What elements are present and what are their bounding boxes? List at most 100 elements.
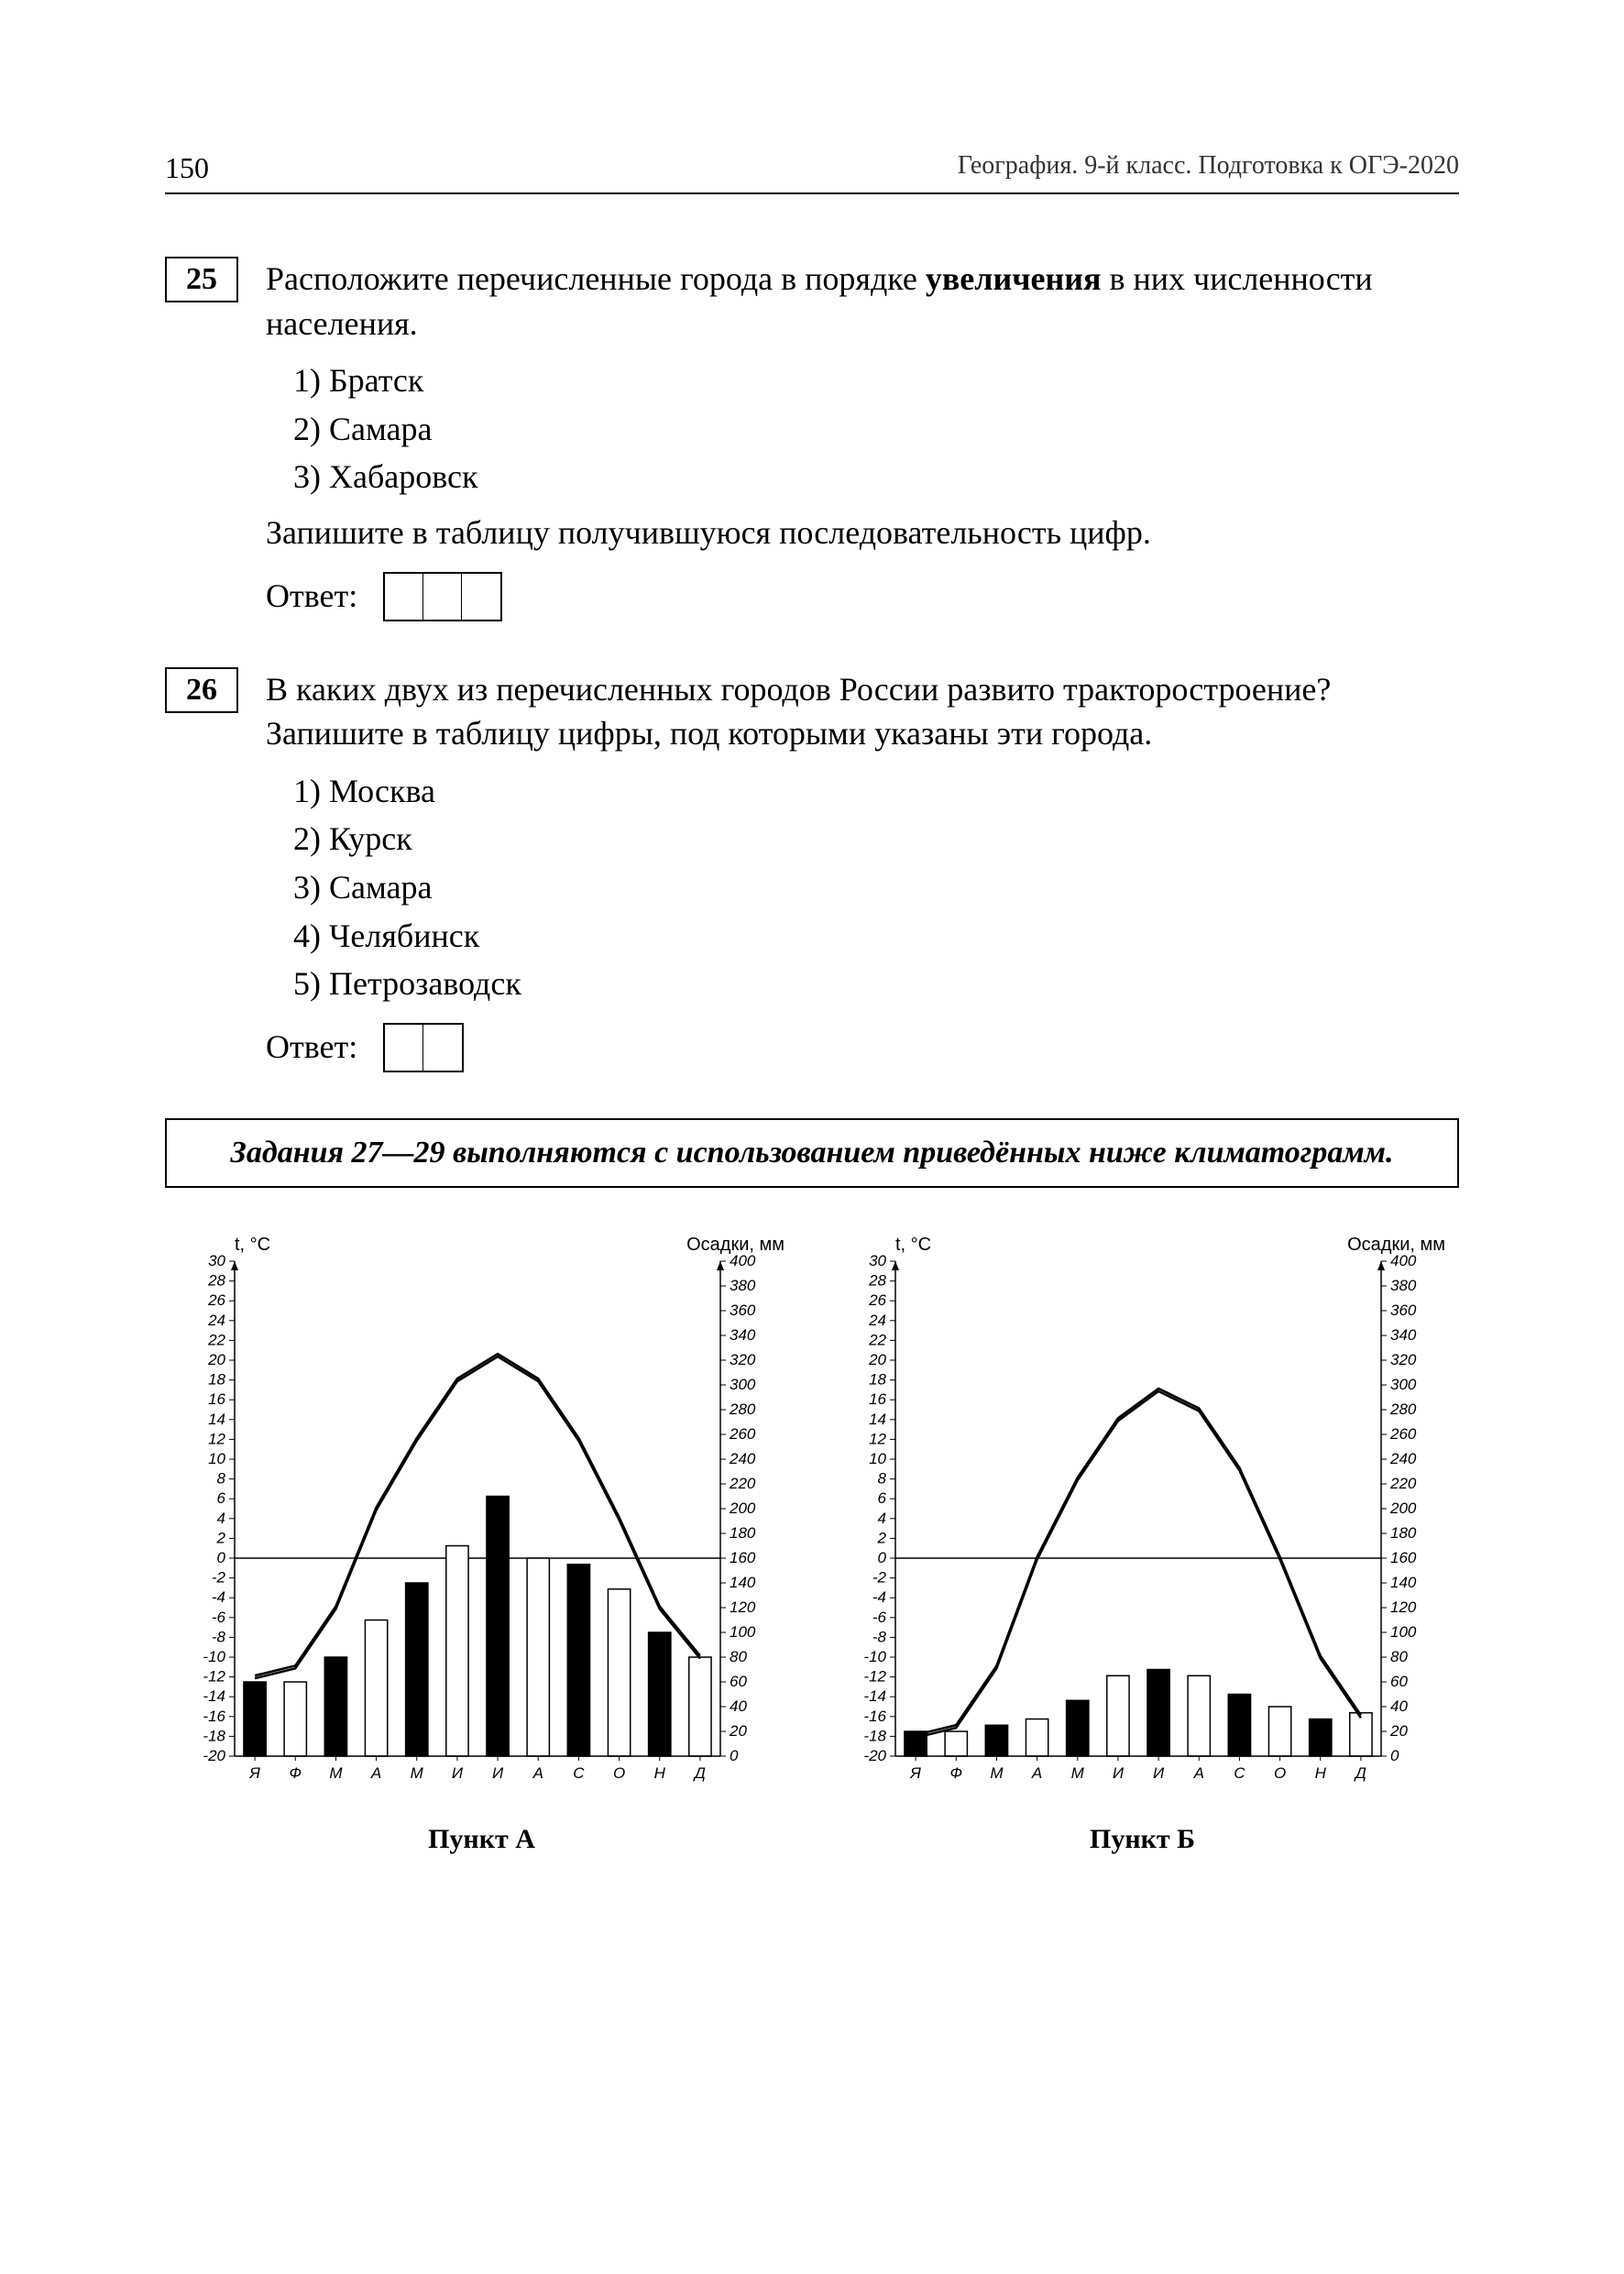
svg-text:-20: -20 xyxy=(203,1747,225,1764)
answer-label: Ответ: xyxy=(266,574,357,619)
svg-text:20: 20 xyxy=(729,1722,747,1740)
svg-text:20: 20 xyxy=(1389,1722,1408,1740)
svg-text:22: 22 xyxy=(207,1331,225,1348)
svg-text:30: 30 xyxy=(869,1252,886,1269)
svg-text:8: 8 xyxy=(216,1470,225,1488)
svg-text:200: 200 xyxy=(729,1500,756,1517)
task-26: 26 В каких двух из перечисленных городов… xyxy=(165,667,1459,1072)
svg-text:260: 260 xyxy=(729,1425,756,1443)
svg-text:Я: Я xyxy=(248,1764,260,1782)
svg-text:Я: Я xyxy=(909,1764,921,1782)
svg-text:18: 18 xyxy=(869,1371,886,1389)
svg-text:14: 14 xyxy=(869,1411,886,1428)
svg-text:20: 20 xyxy=(207,1351,225,1368)
chart-b-wrap: t, °CОсадки, мм3028262422201816141210864… xyxy=(826,1225,1459,1855)
svg-text:24: 24 xyxy=(868,1312,886,1329)
svg-text:300: 300 xyxy=(730,1376,756,1393)
svg-text:80: 80 xyxy=(730,1648,747,1665)
svg-text:10: 10 xyxy=(208,1450,225,1467)
svg-text:t, °C: t, °C xyxy=(895,1235,931,1255)
svg-text:100: 100 xyxy=(730,1623,756,1641)
task25-text-before: Расположите перечисленные города в поряд… xyxy=(266,260,926,297)
climatogram-b: t, °CОсадки, мм3028262422201816141210864… xyxy=(831,1225,1454,1811)
svg-text:-14: -14 xyxy=(203,1687,225,1705)
answer-cell[interactable] xyxy=(385,1025,423,1071)
svg-text:О: О xyxy=(612,1764,624,1782)
answer-cell[interactable] xyxy=(423,574,462,620)
task26-text: В каких двух из перечисленных городов Ро… xyxy=(266,667,1439,756)
svg-text:2: 2 xyxy=(876,1529,886,1546)
task-25: 25 Расположите перечисленные города в по… xyxy=(165,257,1459,621)
svg-text:6: 6 xyxy=(216,1489,225,1507)
svg-text:0: 0 xyxy=(877,1549,886,1566)
svg-text:280: 280 xyxy=(729,1401,756,1418)
svg-text:-4: -4 xyxy=(211,1588,225,1606)
svg-text:240: 240 xyxy=(729,1450,756,1467)
svg-text:-18: -18 xyxy=(863,1727,886,1744)
svg-text:80: 80 xyxy=(1390,1648,1408,1665)
task-body: Расположите перечисленные города в поряд… xyxy=(266,257,1439,621)
svg-text:28: 28 xyxy=(868,1272,886,1290)
svg-text:18: 18 xyxy=(208,1371,225,1389)
answer-cells-25[interactable] xyxy=(383,572,502,621)
svg-text:А: А xyxy=(1030,1764,1041,1782)
svg-text:160: 160 xyxy=(730,1549,756,1566)
svg-text:Ф: Ф xyxy=(289,1764,302,1782)
svg-text:200: 200 xyxy=(1389,1500,1417,1517)
svg-text:220: 220 xyxy=(729,1475,756,1492)
task25-options: 1) Братск 2) Самара 3) Хабаровск xyxy=(293,358,1439,500)
svg-text:4: 4 xyxy=(216,1510,225,1527)
svg-text:И: И xyxy=(491,1764,503,1782)
svg-text:16: 16 xyxy=(869,1390,886,1408)
svg-text:8: 8 xyxy=(877,1470,886,1488)
task25-opt3: 3) Хабаровск xyxy=(293,455,1439,500)
svg-text:120: 120 xyxy=(1390,1598,1417,1616)
svg-text:14: 14 xyxy=(208,1411,225,1428)
svg-text:А: А xyxy=(369,1764,380,1782)
answer-cells-26[interactable] xyxy=(383,1023,464,1072)
task25-opt1: 1) Братск xyxy=(293,358,1439,403)
svg-text:-6: -6 xyxy=(872,1609,886,1626)
svg-text:380: 380 xyxy=(1390,1277,1417,1294)
task-number-box: 25 xyxy=(165,257,238,302)
svg-text:140: 140 xyxy=(730,1574,756,1591)
answer-cell[interactable] xyxy=(423,1025,462,1071)
task25-instruction: Запишите в таблицу получившуюся последов… xyxy=(266,511,1439,555)
svg-text:М: М xyxy=(990,1764,1004,1782)
svg-text:4: 4 xyxy=(877,1510,885,1527)
svg-text:120: 120 xyxy=(730,1598,756,1616)
svg-text:180: 180 xyxy=(730,1524,756,1542)
charts-row: t, °CОсадки, мм3028262422201816141210864… xyxy=(165,1225,1459,1855)
svg-text:140: 140 xyxy=(1390,1574,1417,1591)
svg-text:-16: -16 xyxy=(203,1708,225,1725)
header-rule xyxy=(165,192,1459,194)
svg-text:Д: Д xyxy=(1353,1764,1366,1782)
svg-text:16: 16 xyxy=(208,1390,225,1408)
answer-cell[interactable] xyxy=(462,574,500,620)
svg-text:260: 260 xyxy=(1389,1425,1417,1443)
svg-text:300: 300 xyxy=(1390,1376,1417,1393)
svg-text:60: 60 xyxy=(1390,1673,1408,1690)
svg-text:40: 40 xyxy=(1390,1697,1408,1715)
svg-text:Д: Д xyxy=(692,1764,705,1782)
svg-text:240: 240 xyxy=(1389,1450,1417,1467)
svg-text:-4: -4 xyxy=(872,1588,885,1606)
svg-text:6: 6 xyxy=(877,1489,886,1507)
task-body: В каких двух из перечисленных городов Ро… xyxy=(266,667,1439,1072)
svg-text:340: 340 xyxy=(730,1326,756,1344)
svg-text:160: 160 xyxy=(1390,1549,1417,1566)
svg-text:24: 24 xyxy=(207,1312,225,1329)
answer-cell[interactable] xyxy=(385,574,423,620)
task25-text-bold: увеличения xyxy=(926,260,1102,297)
svg-text:10: 10 xyxy=(869,1450,886,1467)
svg-text:360: 360 xyxy=(730,1302,756,1319)
svg-text:-10: -10 xyxy=(203,1648,225,1665)
svg-text:С: С xyxy=(573,1764,585,1782)
svg-text:0: 0 xyxy=(216,1549,225,1566)
svg-text:40: 40 xyxy=(730,1697,747,1715)
chart-a-wrap: t, °CОсадки, мм3028262422201816141210864… xyxy=(165,1225,798,1855)
svg-text:Н: Н xyxy=(653,1764,665,1782)
svg-text:-8: -8 xyxy=(872,1628,886,1645)
svg-text:22: 22 xyxy=(868,1331,886,1348)
svg-text:-2: -2 xyxy=(211,1569,225,1587)
